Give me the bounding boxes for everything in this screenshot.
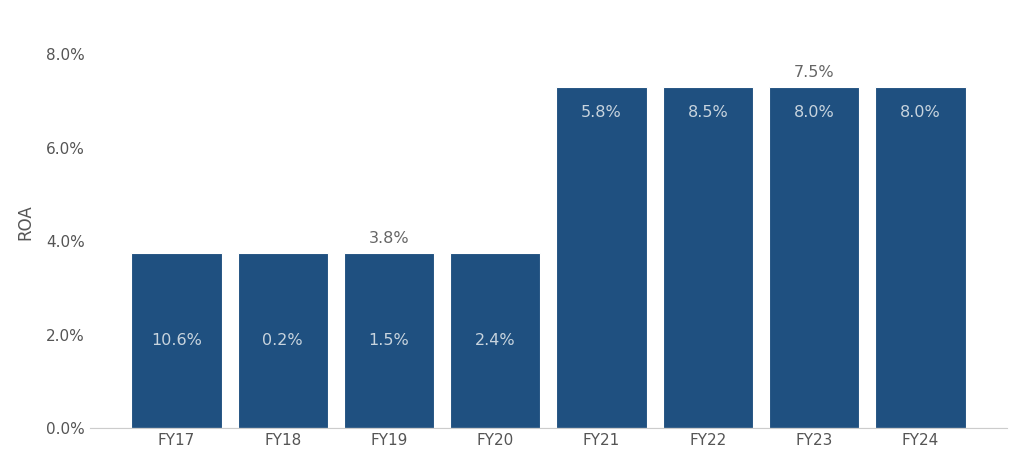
Text: 2.4%: 2.4% — [475, 333, 516, 348]
Bar — [663, 87, 753, 428]
Bar — [876, 87, 966, 428]
Bar — [131, 253, 221, 428]
Text: 8.0%: 8.0% — [794, 105, 835, 120]
Bar — [238, 253, 328, 428]
Text: 10.6%: 10.6% — [151, 333, 202, 348]
Text: 3.8%: 3.8% — [369, 231, 410, 246]
Text: 8.5%: 8.5% — [687, 105, 728, 120]
Bar — [769, 87, 859, 428]
Y-axis label: ROA: ROA — [16, 205, 35, 240]
Text: 0.2%: 0.2% — [262, 333, 303, 348]
Bar — [451, 253, 541, 428]
Text: 1.5%: 1.5% — [369, 333, 410, 348]
Text: 7.5%: 7.5% — [794, 65, 835, 80]
Text: 8.0%: 8.0% — [900, 105, 941, 120]
Bar — [556, 87, 647, 428]
Bar — [344, 253, 434, 428]
Text: 5.8%: 5.8% — [582, 105, 622, 120]
